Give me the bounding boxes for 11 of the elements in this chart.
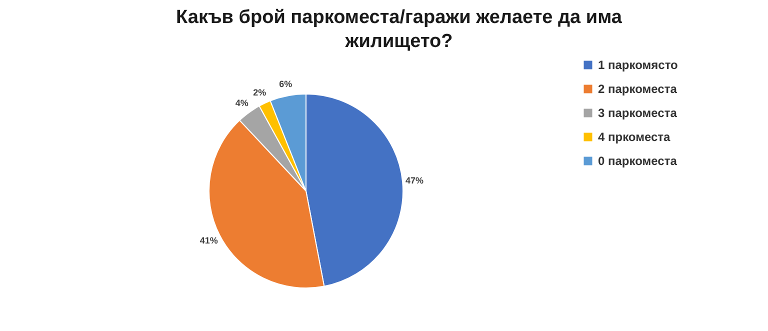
data-label: 41% — [200, 235, 218, 246]
legend-label: 1 паркомясто — [598, 58, 678, 72]
legend-label: 0 паркоместа — [598, 154, 678, 168]
legend-label: 2 паркоместа — [598, 82, 678, 96]
legend-label: 4 пркоместа — [598, 130, 671, 144]
data-label: 4% — [235, 98, 248, 108]
data-label: 6% — [279, 78, 292, 89]
legend-label: 3 паркоместа — [598, 106, 678, 120]
chart-title: Какъв брой паркоместа/гаражи желаете да има жилището? — [176, 7, 622, 52]
data-label: 47% — [406, 176, 424, 186]
data-label: 2% — [253, 87, 266, 98]
